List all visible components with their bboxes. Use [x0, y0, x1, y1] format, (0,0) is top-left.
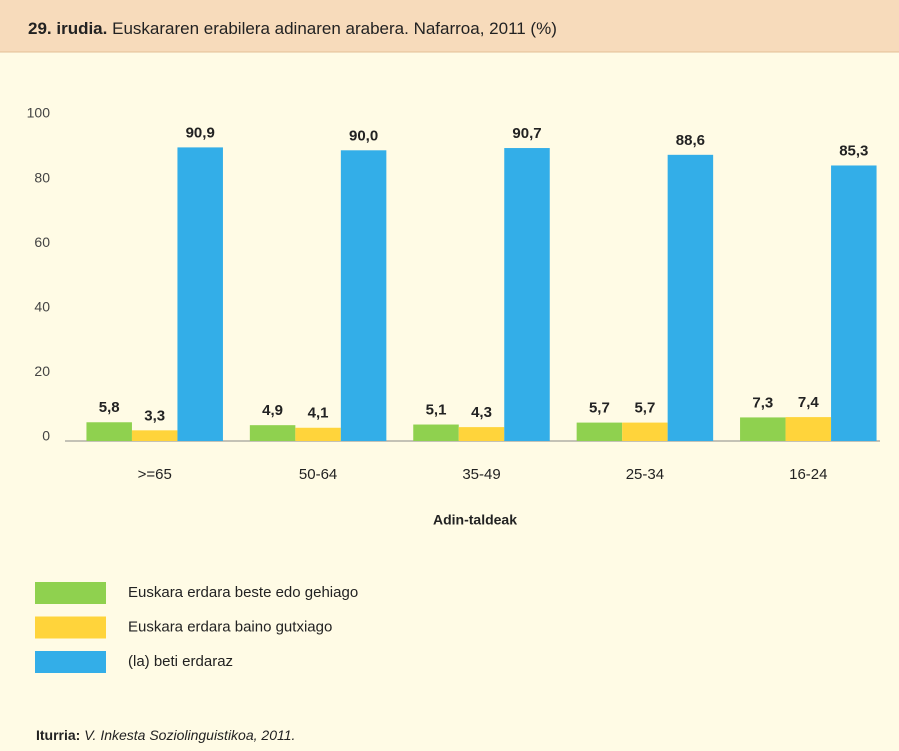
chart-title: 29. irudia. Euskararen erabilera adinare…: [28, 19, 557, 38]
value-label: 4,3: [471, 404, 492, 421]
value-label: 5,1: [426, 401, 447, 418]
y-tick-label: 20: [34, 363, 50, 379]
legend-swatch: [35, 616, 106, 639]
title-text: Euskararen erabilera adinaren arabera. N…: [112, 19, 557, 38]
value-label: 7,4: [798, 394, 820, 411]
bar: [504, 148, 550, 441]
bar: [177, 147, 223, 441]
value-label: 88,6: [676, 132, 705, 149]
y-tick-label: 100: [27, 105, 51, 121]
x-tick-label: 50-64: [299, 466, 337, 483]
value-label: 5,7: [634, 400, 655, 417]
value-label: 5,7: [589, 400, 610, 417]
legend-swatch: [35, 651, 106, 673]
title-bar: [0, 0, 899, 52]
value-label: 3,3: [144, 407, 165, 424]
value-label: 90,7: [512, 125, 541, 142]
source-text: V. Inkesta Soziolinguistikoa, 2011.: [84, 727, 295, 743]
value-label: 90,0: [349, 127, 378, 144]
bar: [785, 417, 832, 441]
legend-label: Euskara erdara baino gutxiago: [128, 618, 332, 635]
bar: [667, 154, 714, 441]
x-tick-label: >=65: [138, 466, 172, 483]
bar: [86, 422, 132, 441]
value-label: 5,8: [99, 399, 120, 416]
y-tick-label: 0: [42, 428, 50, 444]
y-tick-label: 40: [34, 299, 50, 315]
bar: [831, 165, 877, 441]
x-tick-label: 16-24: [789, 466, 827, 483]
value-label: 7,3: [752, 394, 773, 411]
bar: [249, 425, 296, 441]
bar: [131, 430, 178, 441]
bar: [340, 150, 387, 442]
x-tick-label: 35-49: [462, 466, 500, 483]
value-label: 4,1: [308, 405, 329, 422]
legend-label: (la) beti erdaraz: [128, 653, 233, 670]
source-label: Iturria:: [36, 727, 80, 743]
value-label: 85,3: [839, 142, 868, 159]
bar: [413, 424, 459, 441]
bar: [458, 427, 505, 441]
x-axis-label: Adin-taldeak: [433, 512, 517, 528]
title-label: 29. irudia.: [28, 19, 107, 38]
bar: [295, 427, 341, 441]
bar: [576, 422, 623, 441]
bar: [622, 422, 668, 441]
bar: [740, 417, 786, 441]
value-label: 90,9: [186, 124, 215, 141]
value-label: 4,9: [262, 402, 283, 419]
legend-swatch: [35, 582, 106, 604]
y-tick-label: 80: [34, 169, 50, 185]
x-tick-label: 25-34: [626, 466, 664, 483]
y-tick-label: 60: [34, 234, 50, 250]
legend-label: Euskara erdara beste edo gehiago: [128, 584, 358, 601]
source: Iturria: V. Inkesta Soziolinguistikoa, 2…: [36, 727, 295, 743]
